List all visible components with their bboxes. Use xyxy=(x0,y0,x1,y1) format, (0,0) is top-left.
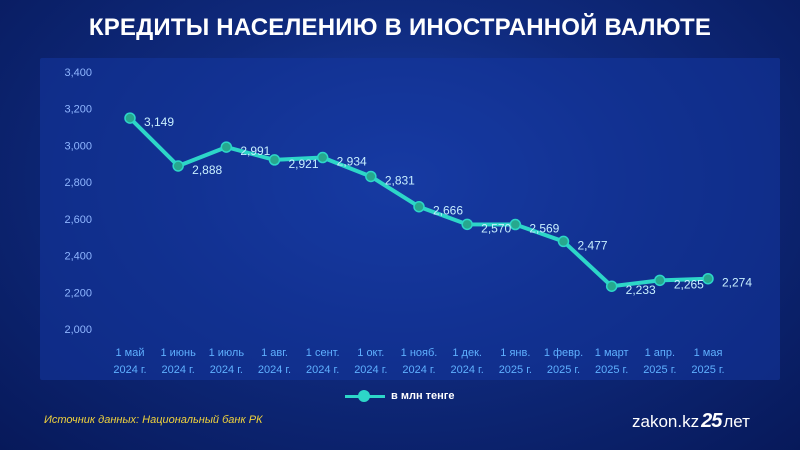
brand-suffix: лет xyxy=(723,412,750,431)
legend: в млн тенге xyxy=(345,388,455,404)
data-label: 2,265 xyxy=(674,277,704,291)
chart-title: КРЕДИТЫ НАСЕЛЕНИЮ В ИНОСТРАННОЙ ВАЛЮТЕ xyxy=(88,14,712,41)
data-label: 2,934 xyxy=(337,155,367,169)
data-point xyxy=(654,274,666,287)
x-axis: 1 май 2024 г. 1 июнь 2024 г. 1 июль 2024 г. 1 … xyxy=(113,347,724,376)
y-tick-label: 3,000 xyxy=(64,140,92,152)
x-tick-label: 1 сент. 2024 г. xyxy=(306,347,340,376)
data-point xyxy=(509,218,522,231)
data-label: 2,570 xyxy=(481,221,511,235)
data-point xyxy=(413,200,425,213)
brand-name: zakon.kz xyxy=(632,412,700,431)
data-label: 2,991 xyxy=(240,144,270,158)
data-label: 2,666 xyxy=(433,204,463,218)
x-tick-label: 1 дек. 2024 г. xyxy=(451,347,484,376)
data-point xyxy=(316,151,329,164)
x-tick-label: 1 авг. 2024 г. xyxy=(258,347,291,376)
data-label: 3,149 xyxy=(144,115,174,129)
x-tick-label: 1 март 2025 г. xyxy=(595,347,629,376)
legend-label: в млн тенге xyxy=(391,390,455,402)
brand-anniversary-mark: 25 xyxy=(701,410,722,432)
x-tick-label: 1 май 2024 г. xyxy=(113,347,146,376)
y-tick-label: 2,800 xyxy=(64,177,92,189)
y-axis: 2,000 2,200 2,400 2,600 2,800 3,000 3,200 3,400 xyxy=(64,67,92,336)
x-tick-label: 1 нояб. 2024 г. xyxy=(401,347,438,376)
data-point xyxy=(702,272,714,285)
data-labels-group: 3,149 2,888 2,991 2,921 2,934 2,831 2,666 2,570… xyxy=(144,115,752,297)
legend-line-marker xyxy=(345,390,385,402)
y-tick-label: 2,200 xyxy=(64,287,92,299)
y-tick-label: 2,400 xyxy=(64,251,92,263)
data-label: 2,233 xyxy=(626,283,656,297)
plot-panel xyxy=(40,58,780,380)
data-point xyxy=(172,160,184,172)
y-tick-label: 3,200 xyxy=(64,104,92,116)
markers-group xyxy=(124,112,714,292)
data-label: 2,569 xyxy=(529,222,559,236)
data-point xyxy=(365,170,377,183)
x-tick-label: 1 июль 2024 г. xyxy=(209,347,245,376)
data-label: 2,888 xyxy=(192,163,222,177)
data-label: 2,274 xyxy=(722,276,752,290)
data-point xyxy=(124,112,136,124)
y-tick-label: 2,000 xyxy=(64,324,92,336)
data-label: 2,477 xyxy=(578,238,608,252)
data-point xyxy=(220,141,233,153)
data-label: 2,831 xyxy=(385,173,415,187)
y-tick-label: 2,600 xyxy=(64,214,92,226)
x-tick-label: 1 мая 2025 г. xyxy=(691,347,724,376)
source-note: Источник данных: Национальный банк РК xyxy=(44,414,263,426)
x-tick-label: 1 февр. 2025 г. xyxy=(544,347,583,376)
x-tick-label: 1 окт. 2024 г. xyxy=(354,347,387,376)
brand-logo: zakon.kz 25 лет xyxy=(632,410,750,433)
x-tick-label: 1 июнь 2024 г. xyxy=(160,347,196,376)
data-label: 2,921 xyxy=(289,157,319,171)
data-point xyxy=(605,280,618,292)
x-tick-label: 1 апр. 2025 г. xyxy=(643,347,676,376)
data-point xyxy=(461,218,473,231)
data-point xyxy=(557,235,570,248)
y-tick-label: 3,400 xyxy=(64,67,92,79)
x-tick-label: 1 янв. 2025 г. xyxy=(499,347,532,376)
data-point xyxy=(268,154,281,166)
